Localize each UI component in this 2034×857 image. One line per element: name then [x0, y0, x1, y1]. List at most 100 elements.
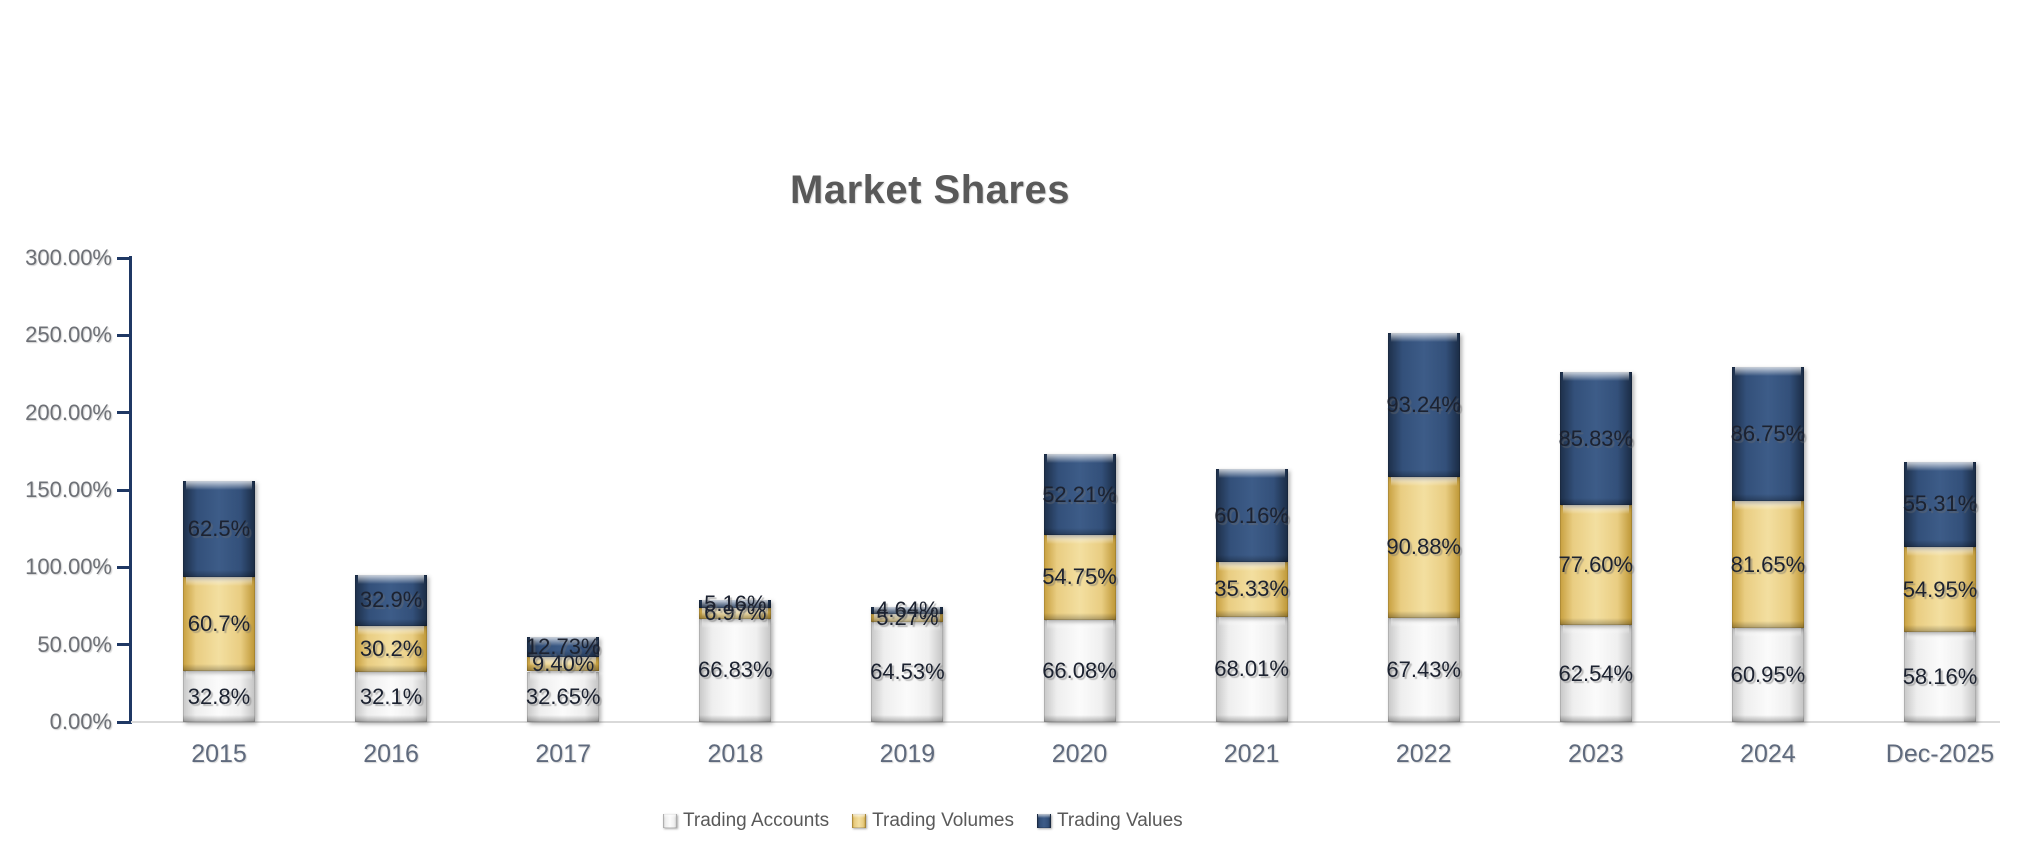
data-label: 6.97% — [704, 600, 767, 626]
y-axis-tick-label: 300.00% — [25, 245, 112, 270]
bar-segment-trading-volumes — [1559, 505, 1632, 626]
bar-segment-trading-accounts — [1904, 632, 1976, 722]
y-axis-tick-mark — [117, 720, 131, 724]
y-axis-tick-label: 50.00% — [37, 631, 112, 657]
data-label: 12.73% — [525, 634, 601, 660]
bar-segment-trading-accounts — [1387, 617, 1460, 723]
legend-swatch-icon — [852, 814, 867, 828]
data-label: 62.54% — [1558, 660, 1634, 686]
y-axis-tick-mark — [117, 333, 131, 337]
data-label: 64.53% — [870, 659, 945, 685]
bar-segment-trading-values — [355, 574, 428, 626]
x-axis-label: 2022 — [1395, 740, 1452, 768]
data-label: 32.9% — [359, 587, 423, 613]
x-axis-label: 2017 — [535, 740, 591, 768]
data-label: 55.31% — [1902, 491, 1978, 517]
x-axis-label: 2021 — [1223, 740, 1280, 768]
y-axis-tick-mark — [117, 256, 131, 260]
data-label: 60.16% — [1214, 502, 1289, 528]
data-label: 9.40% — [531, 651, 595, 677]
data-label: 30.2% — [359, 635, 423, 661]
x-axis-label: 2019 — [879, 740, 936, 768]
data-label: 85.83% — [1558, 425, 1634, 451]
bar-segment-trading-values — [1387, 332, 1460, 478]
bar-segment-trading-accounts — [355, 672, 428, 722]
data-label: 4.64% — [876, 597, 939, 623]
data-label: 66.83% — [697, 657, 773, 683]
data-label: 68.01% — [1214, 656, 1289, 682]
bar-segment-trading-accounts — [699, 618, 772, 723]
data-label: 60.95% — [1730, 661, 1806, 687]
data-label: 32.8% — [187, 683, 251, 709]
bar-segment-trading-accounts — [871, 622, 944, 722]
data-label: 77.60% — [1558, 552, 1634, 578]
bar-segment-trading-volumes — [1215, 562, 1288, 617]
data-label: 60.7% — [187, 611, 251, 637]
legend-item-trading-accounts: Trading Accounts — [663, 810, 829, 832]
y-axis-tick-mark — [117, 565, 131, 569]
x-axis-label: 2023 — [1567, 740, 1624, 768]
y-axis-tick-mark — [117, 643, 131, 647]
bar-segment-trading-volumes — [527, 656, 600, 672]
y-axis-tick-mark — [117, 488, 131, 492]
legend-item-trading-values: Trading Values — [1036, 810, 1183, 832]
bar-segment-trading-volumes — [1904, 547, 1976, 633]
legend-label: Trading Values — [1056, 810, 1183, 831]
bar-segment-trading-volumes — [871, 614, 944, 624]
x-axis-label: 2020 — [1051, 740, 1108, 768]
y-axis-tick-mark — [117, 411, 131, 415]
bar-segment-trading-values — [871, 606, 944, 617]
y-axis-tick-label: 0.00% — [49, 709, 112, 734]
data-label: 58.16% — [1902, 664, 1978, 690]
data-label: 81.65% — [1730, 551, 1806, 577]
data-label: 86.75% — [1730, 421, 1806, 447]
bar-segment-trading-volumes — [1043, 535, 1116, 620]
x-axis-label: Dec-2025 — [1885, 740, 1995, 768]
bar-segment-trading-values — [1559, 372, 1632, 506]
y-axis-tick-label: 100.00% — [25, 554, 112, 580]
chart-title: Market Shares — [790, 168, 1070, 212]
bar-segment-trading-volumes — [1387, 477, 1460, 618]
data-label: 54.95% — [1902, 576, 1978, 602]
bar-segment-trading-volumes — [699, 607, 772, 619]
x-axis-label: 2016 — [363, 740, 419, 768]
data-label: 5.27% — [876, 605, 939, 631]
data-label: 90.88% — [1386, 534, 1461, 560]
bar-segment-trading-values — [1731, 367, 1804, 502]
bar-segment-trading-values — [183, 480, 255, 578]
legend-swatch-icon — [1036, 814, 1051, 828]
bar-segment-trading-values — [1904, 461, 1976, 548]
data-label: 62.5% — [187, 516, 251, 542]
bar-segment-trading-values — [1043, 454, 1116, 536]
y-axis-tick-label: 200.00% — [25, 399, 112, 425]
data-label: 32.1% — [359, 684, 423, 710]
bar-segment-trading-volumes — [355, 625, 428, 673]
bar-segment-trading-values — [527, 637, 600, 657]
data-label: 54.75% — [1042, 564, 1117, 590]
legend-swatch-icon — [663, 814, 677, 828]
data-label: 35.33% — [1214, 576, 1289, 602]
bar-segment-trading-accounts — [1043, 619, 1116, 723]
y-axis-tick-label: 150.00% — [25, 477, 112, 502]
bar-segment-trading-accounts — [1559, 625, 1632, 722]
data-label: 32.65% — [525, 683, 601, 709]
data-label: 52.21% — [1042, 481, 1117, 507]
bar-segment-trading-volumes — [183, 577, 255, 672]
bar-segment-trading-accounts — [527, 671, 600, 723]
bar-segment-trading-accounts — [1731, 627, 1804, 723]
bar-segment-trading-values — [699, 599, 772, 609]
legend-label: Trading Volumes — [872, 810, 1014, 831]
legend-label: Trading Accounts — [683, 810, 830, 831]
data-label: 66.08% — [1042, 657, 1117, 683]
legend-item-trading-volumes: Trading Volumes — [852, 810, 1014, 832]
legend: Trading Accounts Trading Volumes Trading V… — [663, 810, 1183, 832]
y-axis-tick-label: 250.00% — [25, 322, 112, 348]
x-axis-label: 2018 — [707, 740, 764, 768]
data-label: 93.24% — [1386, 392, 1461, 418]
bar-segment-trading-accounts — [183, 671, 255, 722]
x-axis-label: 2024 — [1740, 740, 1796, 768]
data-label: 67.43% — [1386, 656, 1461, 682]
x-axis-label: 2015 — [191, 740, 247, 768]
bar-segment-trading-volumes — [1731, 501, 1804, 629]
